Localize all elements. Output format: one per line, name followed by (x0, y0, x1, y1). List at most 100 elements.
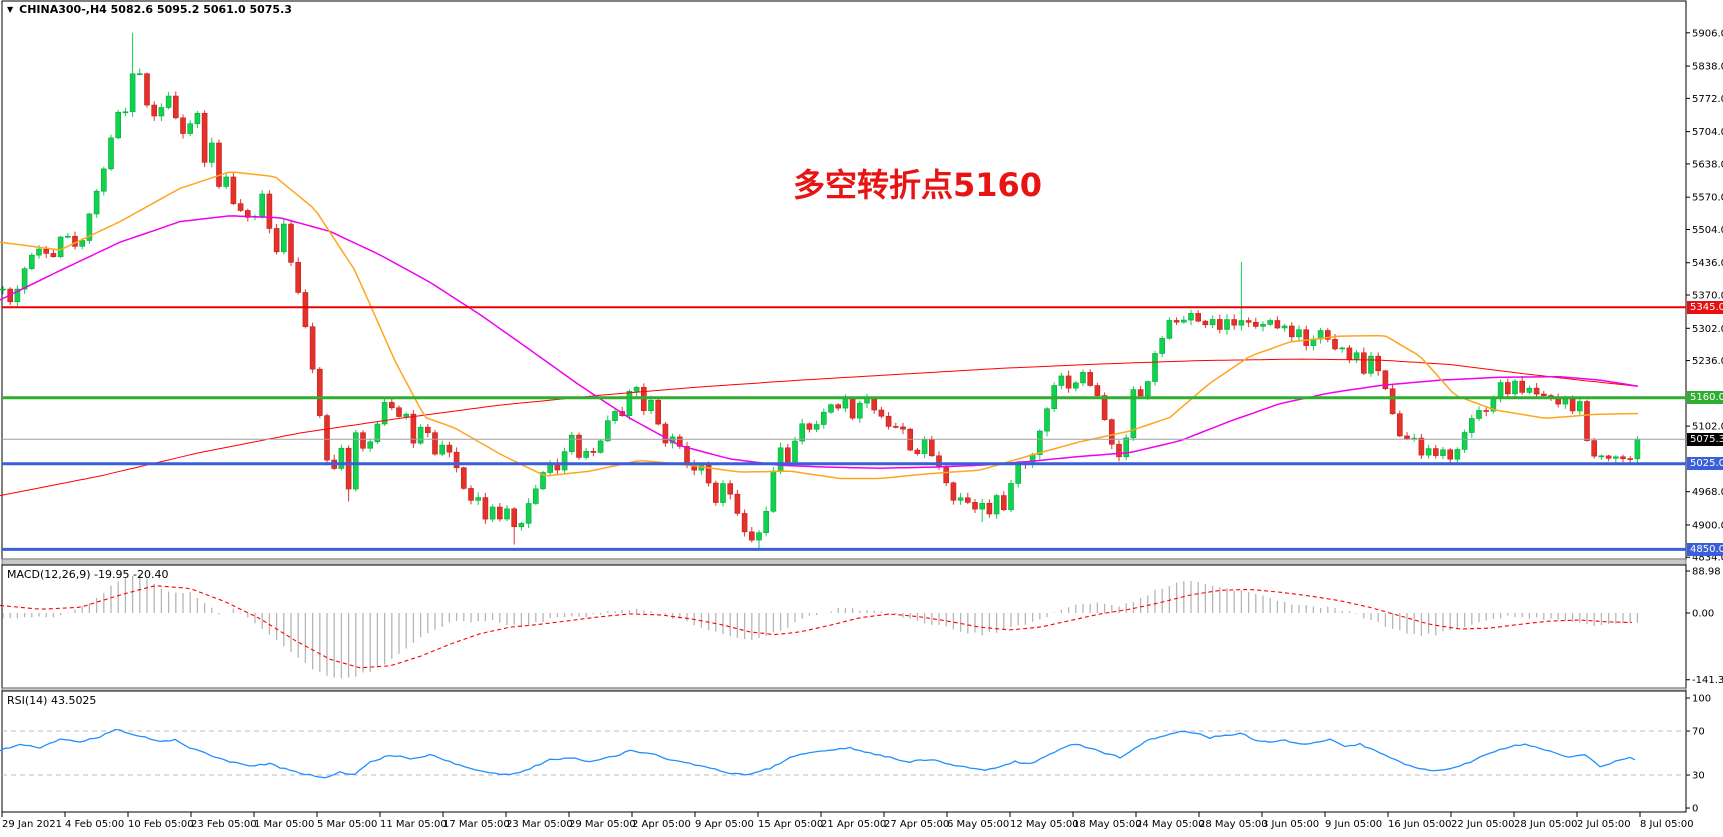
candle-body (122, 111, 129, 114)
candle-body (878, 409, 885, 417)
price-tick-label: 5236.0 (1692, 356, 1723, 367)
chart-title-bar: ▼ CHINA300-,H4 5082.6 5095.2 5061.0 5075… (7, 3, 292, 16)
time-axis-label: 17 Mar 05:00 (443, 819, 510, 830)
candle-body (201, 112, 208, 163)
candle-body (396, 407, 402, 417)
candle-body (835, 404, 842, 409)
candle-body (65, 235, 71, 238)
candle-body (158, 107, 165, 117)
candle-body (1195, 313, 1201, 322)
candle-body (799, 423, 806, 442)
candle-body (806, 423, 813, 430)
candle-body (1346, 347, 1353, 360)
rsi-tick-label: 30 (1692, 771, 1705, 782)
candle-body (410, 413, 417, 444)
candle-body (468, 488, 474, 501)
candle-body (820, 411, 827, 425)
time-axis-label: 5 Mar 05:00 (317, 819, 377, 830)
symbol-dropdown-icon[interactable]: ▼ (7, 5, 14, 14)
time-axis-label: 27 Apr 05:00 (884, 819, 949, 830)
candle-body (1274, 320, 1281, 329)
candle-body (482, 497, 489, 520)
price-tick-label: 5436.0 (1692, 258, 1723, 269)
candle-body (1087, 372, 1093, 386)
candle-body (36, 248, 42, 256)
candle-body (173, 95, 179, 119)
candle-body (453, 451, 460, 469)
price-tick-label: 4968.0 (1692, 487, 1723, 498)
candle-body (612, 411, 618, 421)
candle-body (1505, 382, 1511, 395)
candle-body (1418, 437, 1425, 456)
candle-body (648, 399, 654, 411)
macd-signal-line (0, 585, 1633, 669)
candle-body (1109, 419, 1115, 445)
candle-body (597, 440, 604, 453)
time-axis-label: 3 Jun 05:00 (1262, 819, 1319, 830)
candle-body (748, 531, 755, 541)
candle-body (1094, 385, 1101, 396)
time-axis-label: 11 Mar 05:00 (380, 819, 447, 830)
candle-body (21, 268, 28, 290)
candle-body (900, 426, 906, 430)
candle-body (367, 441, 374, 449)
candle-body (633, 386, 640, 392)
candle-body (792, 440, 798, 463)
annotation-text-object[interactable]: 多空转折点5160 (793, 166, 1043, 204)
candle-body (129, 73, 136, 113)
candle-body (856, 402, 863, 419)
candle-body (86, 213, 93, 241)
candle-body (1469, 418, 1475, 433)
candle-body (216, 142, 222, 187)
candle-body (1634, 438, 1641, 460)
rsi-tick-label: 100 (1692, 694, 1711, 705)
time-axis-label: 29 Mar 05:00 (569, 819, 636, 830)
candle-body (1425, 448, 1432, 456)
candle-body (280, 223, 287, 253)
price-tick-label: 5772.0 (1692, 94, 1723, 105)
candle-body (245, 210, 251, 218)
candle-body (403, 413, 410, 417)
candle-body (1202, 320, 1209, 326)
candle-body (1260, 324, 1266, 327)
candle-body (511, 508, 518, 528)
candle-body (1433, 448, 1439, 456)
price-tick-label: 5906.0 (1692, 28, 1723, 39)
time-axis-label: 16 Jun 05:00 (1388, 819, 1452, 830)
candle-body (108, 137, 114, 170)
candle-body (1289, 325, 1295, 338)
price-badge-5345-0: 5345.0 (1687, 300, 1723, 314)
candle-body (187, 123, 193, 134)
candle-body (1361, 352, 1367, 374)
candle-body (1080, 372, 1086, 384)
candle-body (1044, 408, 1050, 432)
candle-body (1584, 401, 1590, 441)
candle-body (165, 95, 172, 108)
panel-separator[interactable] (1, 558, 1687, 566)
candle-body (720, 483, 726, 503)
candle-body (741, 513, 748, 533)
candle-body (345, 447, 352, 490)
rsi-indicator-label: RSI(14) 43.5025 (7, 694, 97, 707)
candle-body (432, 432, 438, 455)
chart-title-text: CHINA300-,H4 5082.6 5095.2 5061.0 5075.3 (19, 3, 292, 16)
candle-body (828, 404, 834, 413)
price-tick-label: 5704.0 (1692, 127, 1723, 138)
candle-body (1382, 370, 1389, 390)
candle-body (1598, 455, 1605, 458)
candle-body (1238, 320, 1245, 326)
candle-body (424, 426, 431, 433)
candle-body (1037, 430, 1043, 455)
candle-body (1267, 320, 1273, 325)
price-tick-label: 5102.0 (1692, 422, 1723, 433)
candle-body (180, 117, 186, 134)
candle-body (1015, 463, 1022, 484)
candle-body (813, 424, 820, 430)
candle-body (1526, 387, 1533, 393)
candle-body (885, 415, 892, 427)
candle-body (1245, 320, 1252, 323)
candle-body (360, 432, 366, 449)
rsi-line (0, 728, 1636, 779)
